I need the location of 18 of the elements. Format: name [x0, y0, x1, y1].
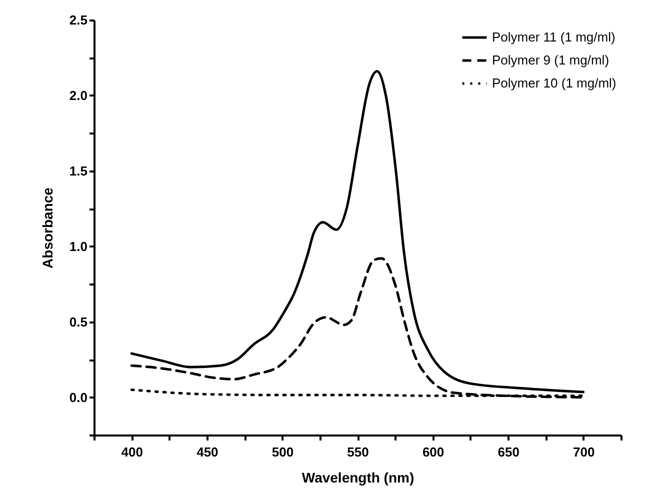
y-tick-label: 0.0	[69, 390, 88, 405]
x-axis-title: Wavelength (nm)	[302, 470, 414, 486]
x-tick-label: 500	[272, 444, 294, 460]
legend-label: Polymer 9 (1 mg/ml)	[492, 52, 610, 68]
y-tick-label: 2.5	[69, 12, 88, 28]
x-tick-label: 550	[347, 444, 369, 460]
y-tick-label: 0.5	[69, 314, 88, 330]
legend-label: Polymer 11 (1 mg/ml)	[492, 30, 616, 44]
x-tick-label: 700	[573, 444, 595, 460]
legend-label: Polymer 10 (1 mg/ml)	[492, 76, 616, 90]
y-tick-label: 1.0	[69, 238, 88, 254]
y-axis-title: Absorbance	[39, 187, 56, 268]
x-tick-label: 600	[422, 444, 444, 460]
y-tick-label: 1.5	[69, 163, 88, 178]
x-tick-label: 400	[121, 444, 143, 460]
y-tick-label: 2.0	[69, 88, 88, 103]
x-tick-label: 650	[498, 444, 520, 460]
x-tick-label: 450	[196, 444, 218, 460]
